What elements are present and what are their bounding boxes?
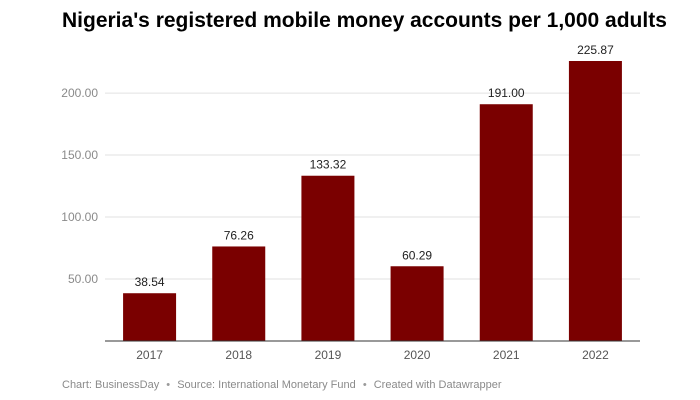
- bar-value-label: 76.26: [224, 228, 254, 242]
- x-tick-label: 2019: [315, 348, 342, 362]
- x-tick-label: 2020: [404, 348, 431, 362]
- bar: [301, 175, 355, 341]
- chart-credit: Chart: BusinessDay: [62, 379, 160, 391]
- bar-value-label: 225.87: [577, 43, 614, 57]
- x-tick-label: 2022: [582, 348, 609, 362]
- bar-value-label: 60.29: [402, 248, 432, 262]
- bar: [123, 293, 177, 341]
- datawrapper-credit: Created with Datawrapper: [373, 379, 502, 391]
- footer-separator: •: [362, 379, 367, 391]
- x-tick-label: 2021: [493, 348, 520, 362]
- footer-separator: •: [166, 379, 171, 391]
- source-note: Source: International Monetary Fund: [177, 379, 356, 391]
- bar-value-label: 38.54: [135, 275, 165, 289]
- y-tick-label: 150.00: [61, 148, 98, 162]
- chart-title: Nigeria's registered mobile money accoun…: [62, 9, 667, 32]
- chart-footer: Chart: BusinessDay • Source: Internation…: [62, 379, 502, 391]
- bar-value-label: 191.00: [488, 86, 525, 100]
- bar: [212, 246, 266, 341]
- bar-value-label: 133.32: [310, 158, 347, 172]
- y-tick-label: 100.00: [61, 210, 98, 224]
- y-tick-label: 50.00: [68, 272, 98, 286]
- x-tick-label: 2017: [136, 348, 163, 362]
- x-tick-label: 2018: [225, 348, 252, 362]
- bar: [479, 104, 533, 342]
- bar: [390, 266, 444, 341]
- y-tick-label: 200.00: [61, 86, 98, 100]
- bar: [568, 61, 622, 341]
